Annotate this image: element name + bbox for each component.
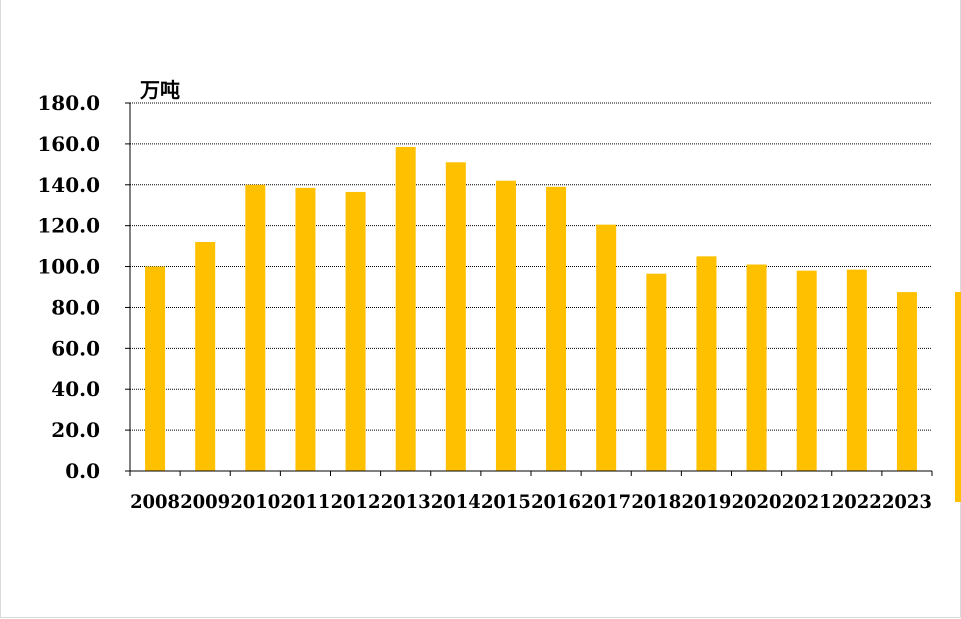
y-tick-label: 140.0 (37, 173, 100, 197)
y-tick-label: 80.0 (51, 295, 100, 319)
y-tick-label: 160.0 (37, 132, 100, 156)
x-tick-label: 2021 (782, 491, 832, 513)
bar-2018 (646, 273, 667, 471)
x-tick-label: 2013 (381, 491, 431, 513)
bar-2010 (245, 184, 266, 471)
x-tick-label: 2022 (832, 491, 882, 513)
y-tick-labels: 0.0 20.0 40.0 60.0 80.0 100.0 120.0 140.0 160.0 1… (37, 91, 100, 483)
bar-2015 (495, 180, 516, 471)
bar-2022 (846, 269, 867, 471)
bar-2023 (896, 292, 917, 471)
x-tick-label: 2009 (180, 491, 230, 513)
x-tick-labels: 2008 2009 2010 2011 2012 2013 2014 2015 2016 2017… (130, 491, 932, 513)
bar-2017 (596, 224, 617, 471)
y-tick-label: 0.0 (65, 459, 100, 483)
y-unit-label: 万吨 (139, 78, 180, 102)
x-tick-label: 2012 (331, 491, 381, 513)
x-tick-label: 2010 (230, 491, 280, 513)
x-tick-label: 2019 (681, 491, 731, 513)
x-tick-label: 2018 (631, 491, 681, 513)
bar-2014 (445, 162, 466, 472)
x-tick-label: 2017 (581, 491, 631, 513)
bar-2008 (145, 266, 166, 471)
x-tick-label: 2016 (531, 491, 581, 513)
bar-2011 (295, 187, 316, 471)
bar-2019 (696, 256, 717, 471)
x-tick-label: 2011 (280, 491, 330, 513)
bar-2009 (195, 242, 216, 471)
bar-2012 (345, 191, 366, 471)
bars (145, 146, 917, 472)
bar-2021 (796, 270, 817, 471)
axes (125, 102, 933, 476)
bar-2013 (395, 146, 416, 471)
x-tick-label: 2023 (882, 491, 932, 513)
bar-2016 (546, 186, 567, 472)
y-tick-label: 100.0 (37, 255, 100, 279)
x-tick-label: 2014 (431, 491, 481, 513)
y-tick-label: 60.0 (51, 336, 100, 360)
x-tick-label: 2015 (481, 491, 531, 513)
x-tick-label: 2008 (130, 491, 180, 513)
side-accent-bar (955, 292, 961, 502)
y-tick-label: 20.0 (51, 418, 100, 442)
y-tick-label: 180.0 (37, 91, 100, 115)
y-tick-label: 120.0 (37, 214, 100, 238)
bar-2020 (746, 264, 767, 471)
x-tick-label: 2020 (732, 491, 782, 513)
y-tick-label: 40.0 (51, 377, 100, 401)
